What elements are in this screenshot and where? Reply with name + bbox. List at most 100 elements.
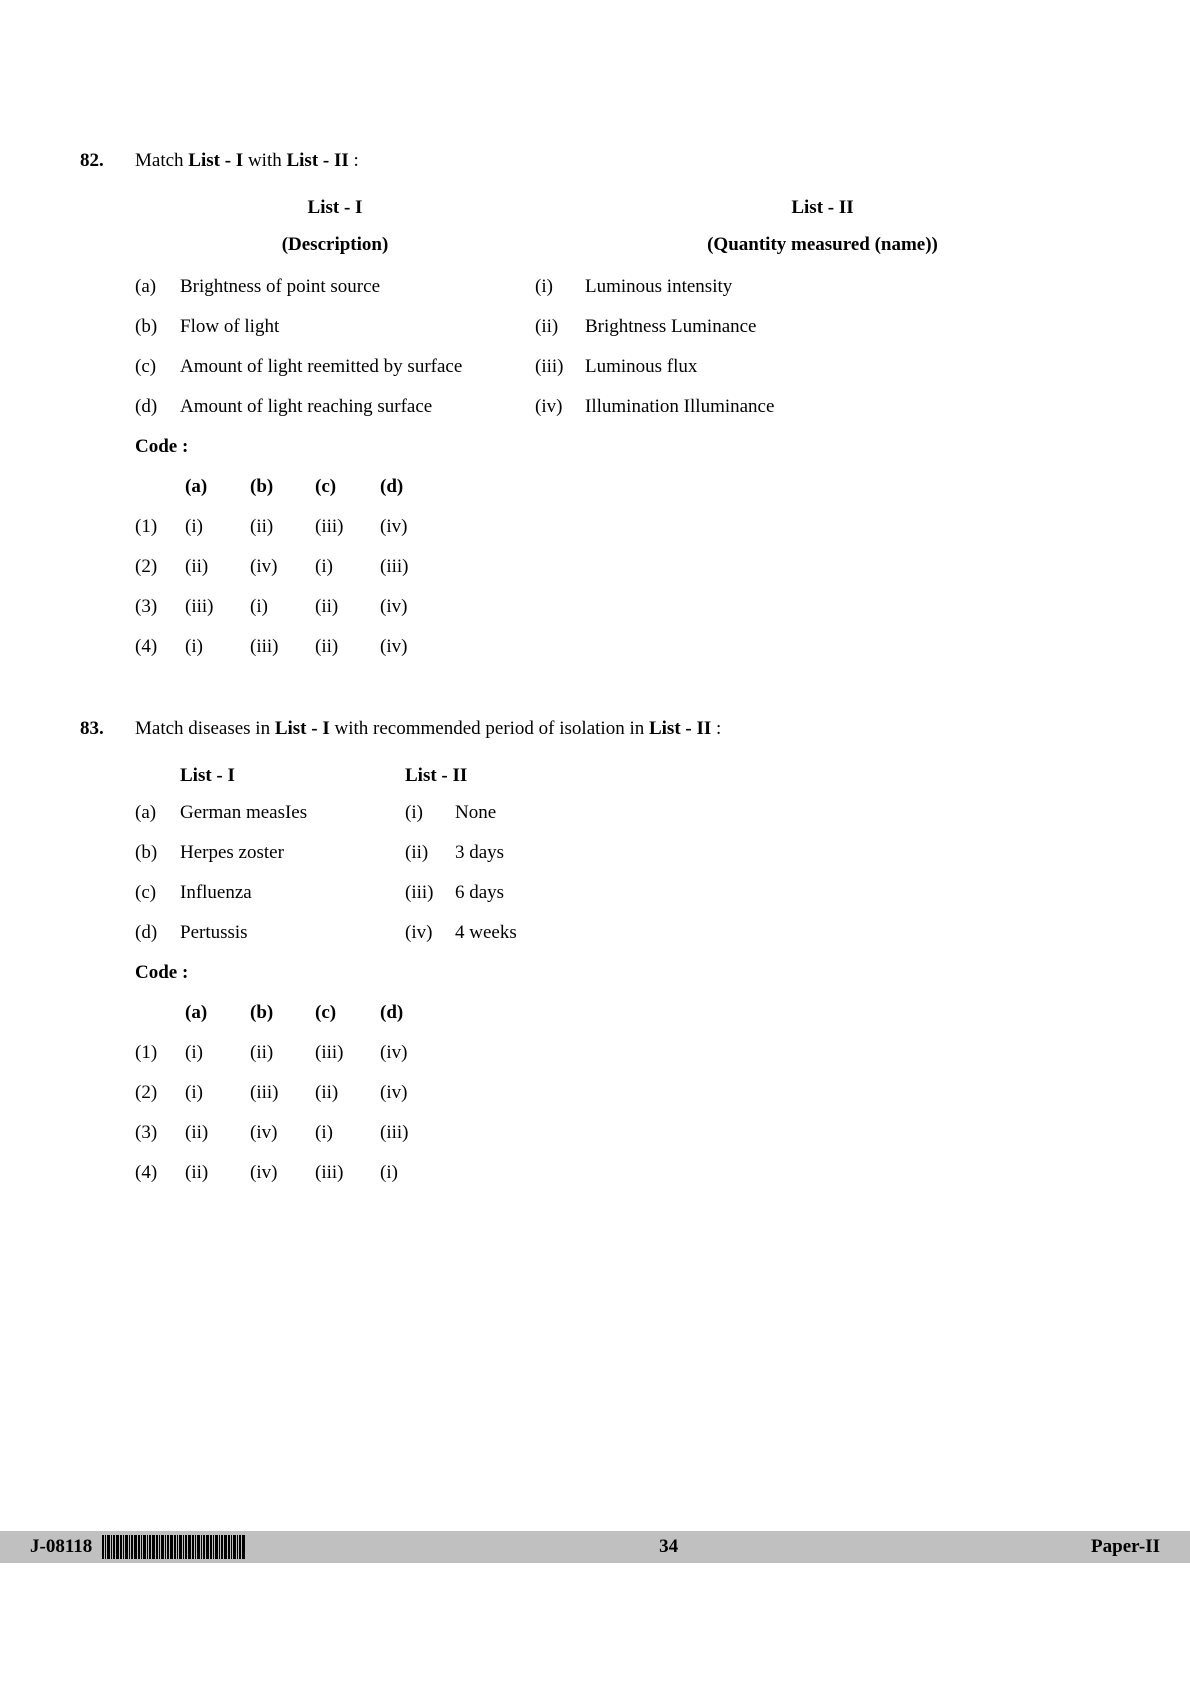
list2-title: List - II <box>535 197 1110 219</box>
barcode-icon <box>102 1535 246 1559</box>
list-row: (c)Amount of light reemitted by surface(… <box>135 356 1110 378</box>
code-cell: (ii) <box>185 556 250 578</box>
list-row: (c)Influenza(iii)6 days <box>135 882 1110 904</box>
sub-headers: (Description) (Quantity measured (name)) <box>135 234 1110 256</box>
code-cell: (ii) <box>315 636 380 658</box>
code-cell: (iii) <box>380 1122 445 1144</box>
question-83: 83. Match diseases in List - I with reco… <box>80 718 1110 1184</box>
code-cell: (iii) <box>315 1042 380 1064</box>
question-text: Match diseases in List - I with recommen… <box>135 718 1110 740</box>
code-cell: (iii) <box>185 596 250 618</box>
paper-code: J-08118 <box>30 1536 92 1558</box>
code-header-cell: (c) <box>315 476 380 498</box>
code-header-cell: (c) <box>315 1002 380 1024</box>
list1-text: German measIes <box>180 802 405 824</box>
list2-label: (iv) <box>405 922 455 944</box>
code-option-num: (4) <box>135 636 185 658</box>
code-cell: (i) <box>315 1122 380 1144</box>
code-row: (4)(i)(iii)(ii)(iv) <box>135 636 1110 658</box>
list2-label: (ii) <box>535 316 585 338</box>
list-headers: List - I List - II <box>135 765 1110 787</box>
list2-text: 3 days <box>455 842 1110 864</box>
code-cell: (iii) <box>380 556 445 578</box>
list2-label: (i) <box>535 276 585 298</box>
code-cell: (iv) <box>380 596 445 618</box>
code-option-num: (1) <box>135 1042 185 1064</box>
list-row: (b)Flow of light(ii)Brightness Luminance <box>135 316 1110 338</box>
list-row: (d)Amount of light reaching surface(iv)I… <box>135 396 1110 418</box>
list-row: (a)Brightness of point source(i)Luminous… <box>135 276 1110 298</box>
list1-text: Influenza <box>180 882 405 904</box>
code-row: (4)(ii)(iv)(iii)(i) <box>135 1162 1110 1184</box>
code-row: (2)(ii)(iv)(i)(iii) <box>135 556 1110 578</box>
list-row: (a)German measIes(i)None <box>135 802 1110 824</box>
list2-text: None <box>455 802 1110 824</box>
code-header-cell: (d) <box>380 476 445 498</box>
code-cell: (i) <box>315 556 380 578</box>
list1-label: (a) <box>135 802 180 824</box>
paper-label: Paper-II <box>1091 1536 1160 1558</box>
list2-label: (iii) <box>535 356 585 378</box>
code-cell: (iii) <box>315 516 380 538</box>
code-cell: (iii) <box>250 636 315 658</box>
code-option-num: (3) <box>135 1122 185 1144</box>
code-cell: (i) <box>185 1042 250 1064</box>
code-cell: (iv) <box>250 1122 315 1144</box>
code-cell: (i) <box>185 636 250 658</box>
list-rows-83: (a)German measIes(i)None (b)Herpes zoster… <box>80 802 1110 944</box>
list2-text: Brightness Luminance <box>585 316 1110 338</box>
code-cell: (iv) <box>380 516 445 538</box>
code-cell: (ii) <box>250 1042 315 1064</box>
list1-title: List - I <box>135 765 405 787</box>
code-header-cell: (a) <box>185 1002 250 1024</box>
list2-text: 6 days <box>455 882 1110 904</box>
list1-text: Amount of light reaching surface <box>180 396 535 418</box>
code-option-num: (3) <box>135 596 185 618</box>
list2-label: (iv) <box>535 396 585 418</box>
list2-label: (i) <box>405 802 455 824</box>
code-cell: (i) <box>185 1082 250 1104</box>
list2-subtitle: (Quantity measured (name)) <box>535 234 1110 256</box>
list1-text: Amount of light reemitted by surface <box>180 356 535 378</box>
list1-text: Herpes zoster <box>180 842 405 864</box>
code-cell: (iii) <box>250 1082 315 1104</box>
list1-text: Brightness of point source <box>180 276 535 298</box>
code-header-cell: (d) <box>380 1002 445 1024</box>
list2-label: (ii) <box>405 842 455 864</box>
code-cell: (iv) <box>250 1162 315 1184</box>
footer-left: J-08118 <box>30 1535 246 1559</box>
list1-label: (b) <box>135 316 180 338</box>
code-cell: (i) <box>380 1162 445 1184</box>
list1-label: (b) <box>135 842 180 864</box>
code-cell: (iv) <box>380 636 445 658</box>
code-header-cell: (a) <box>185 476 250 498</box>
list1-label: (c) <box>135 882 180 904</box>
code-row: (1)(i)(ii)(iii)(iv) <box>135 516 1110 538</box>
question-text: Match List - I with List - II : <box>135 150 1110 172</box>
page-footer: J-08118 34 Paper-II <box>0 1531 1190 1563</box>
question-number: 82. <box>80 150 135 172</box>
code-row: (2)(i)(iii)(ii)(iv) <box>135 1082 1110 1104</box>
list-row: (b)Herpes zoster(ii)3 days <box>135 842 1110 864</box>
code-cell: (ii) <box>185 1122 250 1144</box>
code-cell: (i) <box>185 516 250 538</box>
code-cell: (ii) <box>315 1082 380 1104</box>
list2-text: Luminous intensity <box>585 276 1110 298</box>
code-cell: (iv) <box>250 556 315 578</box>
list1-label: (d) <box>135 922 180 944</box>
list2-text: 4 weeks <box>455 922 1110 944</box>
code-cell: (i) <box>250 596 315 618</box>
code-header-cell: (b) <box>250 476 315 498</box>
code-cell: (iii) <box>315 1162 380 1184</box>
list2-label: (iii) <box>405 882 455 904</box>
code-header-cell: (b) <box>250 1002 315 1024</box>
code-option-num: (4) <box>135 1162 185 1184</box>
code-table-82: (a)(b)(c)(d) (1)(i)(ii)(iii)(iv) (2)(ii)(i… <box>135 476 1110 658</box>
list2-text: Luminous flux <box>585 356 1110 378</box>
code-table-83: (a)(b)(c)(d)(1)(i)(ii)(iii)(iv)(2)(i)(ii… <box>135 1002 1110 1184</box>
question-82: 82. Match List - I with List - II : List… <box>80 150 1110 658</box>
code-cell: (ii) <box>250 516 315 538</box>
list1-text: Pertussis <box>180 922 405 944</box>
code-option-num: (2) <box>135 1082 185 1104</box>
list1-title: List - I <box>135 197 535 219</box>
